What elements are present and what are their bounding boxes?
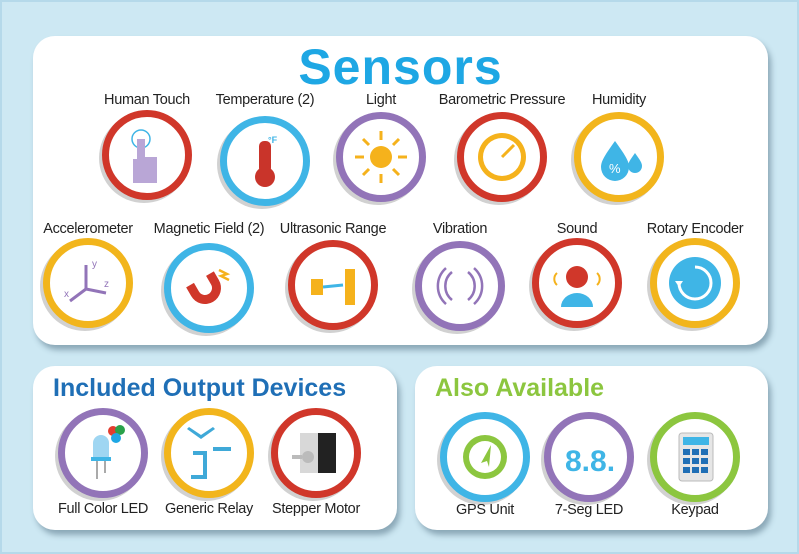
item-label: Light [366, 92, 396, 108]
item-label: Human Touch [104, 92, 190, 108]
keypad-icon-graphic [678, 432, 714, 482]
also-available-panel: Also Available GPS Unit 8.8. 7-Seg LED Keyp… [415, 366, 768, 530]
item-label: Humidity [592, 92, 646, 108]
magnet-icon-graphic [186, 268, 231, 304]
item-label: Barometric Pressure [438, 92, 566, 108]
svg-text:z: z [104, 279, 109, 290]
thermometer-icon: °F [220, 116, 310, 206]
motor-icon-graphic [292, 433, 336, 473]
touch-icon-graphic [131, 129, 157, 183]
led-icon [58, 408, 148, 498]
rotary-icon-graphic [669, 257, 721, 309]
keypad-icon [650, 412, 740, 502]
output-devices-panel: Included Output Devices Full Color LED Ge… [33, 366, 397, 530]
item-label: Keypad [671, 502, 719, 518]
vibration-icon [415, 241, 505, 331]
item-label: GPS Unit [455, 502, 515, 518]
sensors-title: Sensors [298, 39, 503, 95]
relay-icon-graphic [187, 427, 231, 479]
droplets-icon: % [574, 112, 664, 202]
item-label: Temperature (2) [215, 92, 315, 108]
rotary-icon [650, 238, 740, 328]
gauge-icon [457, 112, 547, 202]
ultrasonic-icon-graphic [311, 269, 355, 305]
sound-icon-graphic [553, 266, 601, 307]
glyph: % [609, 161, 621, 176]
gauge-icon-graphic [478, 133, 526, 181]
also-available-title: Also Available [435, 374, 605, 402]
glyph: °F [268, 135, 278, 145]
magnet-icon [164, 243, 254, 333]
droplets-icon-graphic: % [601, 141, 642, 181]
seven-seg-icon-graphic: 8.8. [565, 445, 615, 478]
item-label: Rotary Encoder [646, 221, 744, 237]
output-devices-title: Included Output Devices [53, 374, 347, 402]
svg-text:y: y [92, 259, 97, 270]
item-label: Accelerometer [43, 221, 133, 237]
gps-icon-graphic [463, 435, 507, 479]
relay-icon [164, 408, 254, 498]
vibration-icon-graphic [436, 267, 484, 305]
axes-icon-graphic: yz x [64, 259, 109, 303]
item-label: Ultrasonic Range [279, 221, 387, 237]
item-label: Stepper Motor [272, 501, 360, 517]
sun-icon-graphic [355, 131, 407, 183]
gps-icon [440, 412, 530, 502]
sound-icon [532, 238, 622, 328]
touch-icon [102, 110, 192, 200]
glyph: 8.8. [565, 445, 615, 478]
led-icon-graphic [91, 425, 125, 479]
item-label: Vibration [432, 221, 488, 237]
sun-icon [336, 112, 426, 202]
sensors-panel: Sensors Human Touch °F Temperature (2) Ligh… [33, 36, 768, 345]
motor-icon [271, 408, 361, 498]
ultrasonic-icon [288, 240, 378, 330]
seven-seg-icon: 8.8. [544, 412, 634, 502]
thermometer-icon-graphic: °F [255, 135, 278, 187]
item-label: 7-Seg LED [554, 502, 624, 518]
item-label: Magnetic Field (2) [153, 221, 265, 237]
item-label: Sound [556, 221, 598, 237]
item-label: Full Color LED [57, 501, 149, 517]
item-label: Generic Relay [165, 501, 253, 517]
svg-text:x: x [64, 289, 69, 300]
